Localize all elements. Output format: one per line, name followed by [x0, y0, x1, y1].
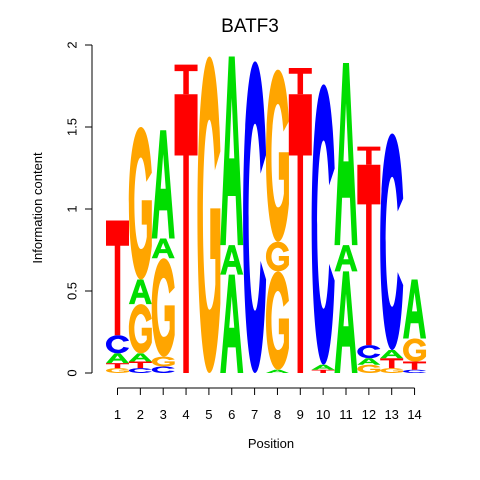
letter-t — [288, 67, 312, 95]
x-tick-label: 2 — [137, 407, 144, 422]
x-tick-label: 14 — [407, 407, 421, 422]
x-tick-label: 6 — [228, 407, 235, 422]
logo-column — [220, 56, 244, 373]
letter-t — [357, 164, 381, 346]
letter-t — [380, 358, 404, 369]
letter-c — [128, 368, 152, 373]
letter-c — [311, 84, 335, 365]
letter-a — [220, 274, 244, 373]
y-tick-label: 1.5 — [64, 118, 79, 136]
letter-g — [357, 364, 381, 373]
x-tick-label: 10 — [316, 407, 330, 422]
x-tick-label: 4 — [182, 407, 189, 422]
letter-a — [265, 369, 289, 373]
letter-a — [220, 245, 244, 275]
logo-column — [288, 67, 312, 373]
letter-a — [357, 358, 381, 365]
letter-g — [128, 304, 152, 354]
x-tick-label: 7 — [251, 407, 258, 422]
y-tick-label: 0.5 — [64, 282, 79, 300]
letter-a — [151, 130, 175, 239]
x-axis: 1 2 3 4 5 6 7 8 9 10 11 12 13 14 — [114, 387, 422, 422]
letter-a — [151, 238, 175, 259]
letter-g — [403, 338, 427, 362]
x-tick-label: 1 — [114, 407, 121, 422]
letter-g — [265, 271, 289, 370]
x-tick-label: 3 — [160, 407, 167, 422]
x-tick-label: 5 — [205, 407, 212, 422]
logo-column — [151, 130, 175, 373]
logo-column — [380, 133, 404, 373]
x-axis-label: Position — [248, 436, 294, 451]
letter-c — [243, 61, 267, 374]
letter-c — [151, 366, 175, 373]
x-tick-label: 12 — [362, 407, 376, 422]
letter-a — [128, 353, 152, 362]
x-tick-label: 8 — [274, 407, 281, 422]
logo-column — [311, 84, 335, 373]
x-tick-label: 13 — [384, 407, 398, 422]
logo-column — [357, 146, 381, 373]
letter-t — [174, 94, 198, 373]
letter-g — [265, 241, 289, 272]
y-tick-label: 0 — [64, 369, 79, 376]
letter-a — [311, 364, 335, 370]
letter-a — [334, 271, 358, 373]
logo-column — [128, 127, 152, 373]
letter-g — [197, 56, 221, 373]
letter-c — [380, 133, 404, 351]
letter-g — [265, 69, 289, 242]
letter-t — [288, 94, 312, 373]
letter-t — [311, 369, 335, 373]
x-tick-label: 11 — [339, 407, 353, 422]
logo-column — [174, 64, 198, 373]
letter-c — [403, 369, 427, 373]
letter-a — [334, 245, 358, 272]
letter-g — [128, 127, 152, 280]
x-tick-label: 9 — [297, 407, 304, 422]
y-tick-label: 2 — [64, 41, 79, 48]
letter-g — [380, 368, 404, 373]
letter-g — [106, 368, 129, 373]
logo-column — [403, 279, 427, 373]
logo-column — [243, 61, 267, 374]
letter-a — [220, 56, 244, 246]
y-tick-label: 1 — [64, 205, 79, 212]
logo-column — [334, 63, 358, 373]
logo-letters — [106, 56, 427, 374]
letter-t — [357, 146, 381, 165]
letter-g — [151, 356, 175, 367]
logo-column — [265, 69, 289, 373]
logo-column — [106, 220, 129, 373]
letter-c — [106, 335, 129, 354]
letter-a — [380, 350, 404, 359]
letter-a — [106, 353, 129, 364]
letter-g — [151, 258, 175, 357]
letter-t — [174, 64, 198, 95]
letter-t — [106, 220, 129, 336]
letter-t — [128, 361, 152, 369]
letter-a — [403, 279, 427, 339]
letter-a — [128, 279, 152, 305]
letter-t — [403, 361, 427, 370]
chart-title: BATF3 — [221, 16, 279, 37]
y-axis-label: Information content — [30, 152, 45, 264]
letter-c — [357, 345, 381, 359]
logo-column — [197, 56, 221, 373]
y-axis: 0 0.5 1 1.5 2 — [64, 41, 93, 377]
letter-t — [106, 363, 129, 369]
letter-a — [334, 63, 358, 246]
